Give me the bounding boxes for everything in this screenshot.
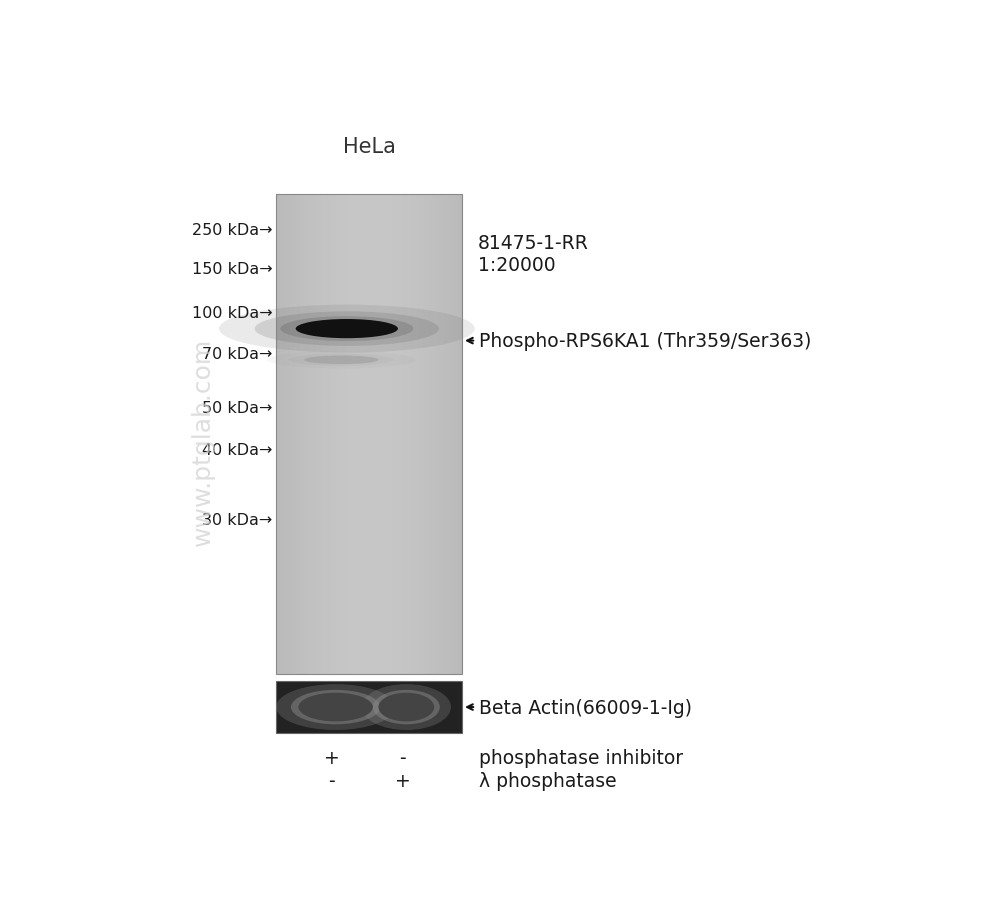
- Text: HeLa: HeLa: [343, 136, 396, 156]
- Text: phosphatase inhibitor: phosphatase inhibitor: [479, 748, 683, 767]
- Ellipse shape: [304, 356, 378, 364]
- Text: 81475-1-RR
1:20000: 81475-1-RR 1:20000: [478, 234, 588, 274]
- Ellipse shape: [219, 305, 475, 354]
- Text: Beta Actin(66009-1-Ig): Beta Actin(66009-1-Ig): [479, 698, 692, 717]
- Text: -: -: [399, 748, 406, 767]
- Ellipse shape: [296, 319, 398, 339]
- Ellipse shape: [255, 312, 439, 346]
- Text: 100 kDa→: 100 kDa→: [192, 306, 272, 321]
- Ellipse shape: [373, 690, 440, 724]
- Text: 70 kDa→: 70 kDa→: [202, 346, 272, 362]
- Ellipse shape: [267, 352, 416, 369]
- Ellipse shape: [378, 693, 434, 722]
- Ellipse shape: [276, 685, 395, 731]
- Text: 40 kDa→: 40 kDa→: [202, 443, 272, 457]
- Text: +: +: [395, 771, 410, 790]
- Text: 30 kDa→: 30 kDa→: [202, 512, 272, 527]
- Text: www.ptglab.com: www.ptglab.com: [190, 337, 214, 546]
- Ellipse shape: [291, 690, 380, 724]
- Text: +: +: [324, 748, 340, 767]
- Ellipse shape: [289, 354, 393, 366]
- Text: λ phosphatase: λ phosphatase: [479, 771, 617, 790]
- Text: -: -: [329, 771, 335, 790]
- Ellipse shape: [298, 693, 373, 722]
- Ellipse shape: [362, 685, 451, 731]
- Bar: [276, 195, 462, 675]
- Text: 50 kDa→: 50 kDa→: [202, 400, 272, 416]
- Bar: [276, 681, 462, 733]
- Text: Phospho-RPS6KA1 (Thr359/Ser363): Phospho-RPS6KA1 (Thr359/Ser363): [479, 332, 812, 351]
- Text: 250 kDa→: 250 kDa→: [192, 223, 272, 237]
- Ellipse shape: [280, 317, 413, 342]
- Text: 150 kDa→: 150 kDa→: [192, 262, 272, 277]
